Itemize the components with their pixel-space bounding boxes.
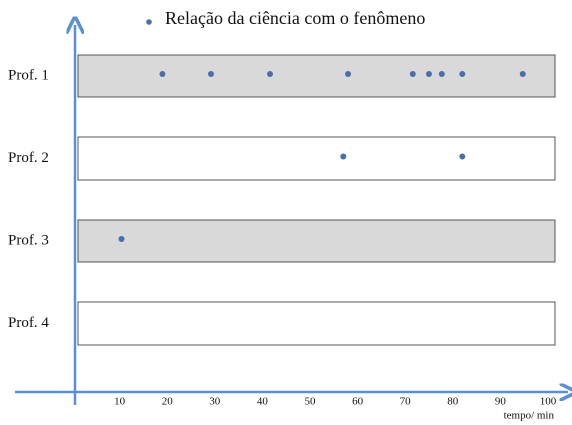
legend-label: Relação da ciência com o fenômeno — [165, 8, 425, 28]
dot — [425, 71, 432, 77]
row-band — [77, 54, 556, 98]
row-band — [77, 301, 556, 346]
legend-marker — [146, 19, 152, 25]
y-tick-label: Prof. 4 — [8, 315, 49, 331]
x-tick-label: 40 — [257, 396, 269, 408]
dot — [409, 71, 416, 77]
dot — [438, 71, 445, 77]
dot — [118, 236, 125, 242]
x-tick-label: 90 — [495, 396, 507, 408]
x-tick-label: 80 — [447, 396, 459, 408]
x-tick-label: 30 — [209, 396, 221, 408]
dot — [459, 153, 466, 160]
dot — [267, 71, 273, 77]
dot — [519, 71, 526, 77]
x-tick-label: 50 — [304, 396, 316, 408]
y-tick-label: Prof. 3 — [8, 232, 49, 248]
x-tick-label: 100 — [540, 396, 557, 408]
row-band — [77, 219, 556, 263]
x-axis-label: tempo/ min — [504, 410, 555, 422]
x-tick-label: 20 — [162, 396, 174, 408]
row-band — [77, 136, 556, 181]
x-tick-label: 10 — [114, 396, 126, 408]
dot — [207, 71, 214, 77]
x-tick-label: 60 — [352, 396, 364, 408]
dot — [345, 71, 352, 77]
dot — [459, 71, 466, 77]
x-tick-label: 70 — [400, 396, 412, 408]
y-tick-label: Prof. 2 — [8, 150, 49, 166]
dot — [159, 71, 166, 77]
dot — [340, 153, 347, 160]
y-tick-label: Prof. 1 — [8, 67, 49, 83]
